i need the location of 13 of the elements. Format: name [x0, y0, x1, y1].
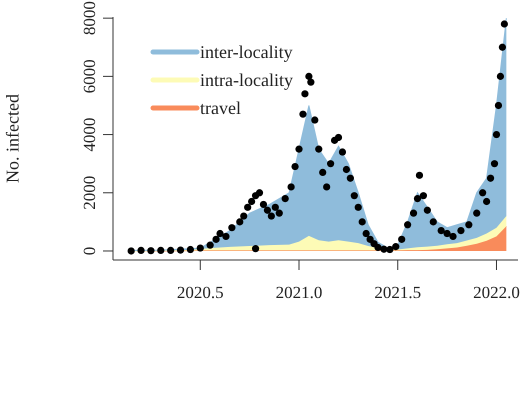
- x-tick-label: 2021.0: [276, 283, 322, 302]
- legend-label: inter-locality: [200, 42, 293, 62]
- y-tick-label: 2000: [80, 176, 99, 210]
- x-tick-label: 2020.5: [176, 283, 224, 302]
- legend-label: travel: [200, 98, 241, 118]
- x-tick-label: 2022.0: [473, 283, 520, 302]
- y-tick-label: 4000: [80, 118, 99, 152]
- x-tick-label: 2021.5: [374, 283, 422, 302]
- y-tick-label: 0: [80, 246, 99, 256]
- legend-label: intra-locality: [200, 70, 293, 90]
- y-axis-title: No. infected: [2, 94, 22, 183]
- y-tick-label: 6000: [80, 59, 99, 94]
- y-tick-label: 8000: [80, 1, 99, 36]
